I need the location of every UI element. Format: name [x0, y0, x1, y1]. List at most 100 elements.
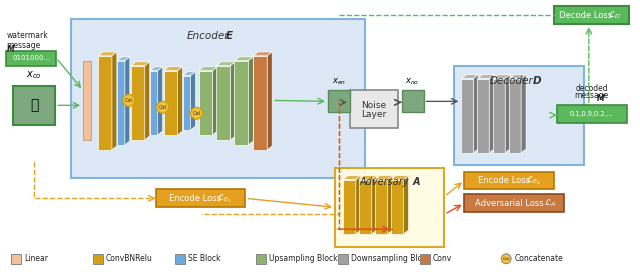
Circle shape — [501, 254, 511, 264]
Bar — [198, 71, 212, 135]
Text: 0101000...: 0101000... — [12, 55, 51, 61]
Polygon shape — [253, 52, 272, 56]
Polygon shape — [98, 52, 117, 56]
Text: decoded: decoded — [575, 84, 608, 93]
Polygon shape — [216, 62, 236, 66]
Bar — [234, 61, 248, 145]
Polygon shape — [164, 67, 182, 71]
Bar — [150, 71, 157, 135]
Bar — [117, 61, 125, 145]
Polygon shape — [145, 62, 150, 140]
Bar — [131, 66, 145, 140]
Polygon shape — [461, 75, 478, 79]
Polygon shape — [157, 67, 163, 135]
Polygon shape — [489, 75, 494, 153]
Text: $\mathcal{L}_{E_1}$: $\mathcal{L}_{E_1}$ — [217, 192, 232, 205]
Bar — [509, 79, 521, 153]
Polygon shape — [234, 57, 253, 61]
Text: watermark
message: watermark message — [6, 31, 48, 50]
Text: Downsampling Block: Downsampling Block — [351, 254, 431, 263]
Text: $x_{en}$: $x_{en}$ — [332, 76, 346, 87]
Bar — [375, 179, 388, 234]
Text: Noise: Noise — [361, 101, 387, 110]
Bar — [182, 76, 191, 130]
Polygon shape — [356, 176, 361, 234]
Text: Cat: Cat — [159, 105, 167, 110]
Text: Cat: Cat — [125, 98, 133, 103]
Text: 0.1,0.9,0.2,...: 0.1,0.9,0.2,... — [570, 111, 614, 117]
Text: Encoder: Encoder — [187, 31, 229, 41]
Polygon shape — [125, 57, 130, 145]
Bar — [216, 66, 230, 140]
Polygon shape — [178, 67, 182, 135]
Text: Conv: Conv — [433, 254, 452, 263]
Text: $\mathcal{L}_D$: $\mathcal{L}_D$ — [608, 10, 621, 21]
Polygon shape — [230, 62, 236, 140]
Circle shape — [191, 107, 202, 119]
Text: $\mathcal{L}_{E_2}$: $\mathcal{L}_{E_2}$ — [525, 174, 540, 187]
Bar — [98, 56, 112, 150]
Text: Concatenate: Concatenate — [514, 254, 563, 263]
Text: message: message — [575, 91, 609, 100]
Bar — [175, 254, 184, 264]
Bar — [93, 254, 103, 264]
Text: $x_{co}$: $x_{co}$ — [26, 69, 42, 81]
Polygon shape — [359, 176, 377, 179]
Bar — [12, 254, 21, 264]
Text: Upsampling Block: Upsampling Block — [269, 254, 338, 263]
Text: Decode Loss: Decode Loss — [559, 11, 615, 20]
Polygon shape — [477, 75, 494, 79]
Polygon shape — [182, 72, 196, 76]
Polygon shape — [493, 75, 510, 79]
Polygon shape — [343, 176, 361, 179]
Bar — [557, 105, 627, 123]
Bar — [350, 90, 397, 128]
Bar — [461, 79, 474, 153]
Text: Linear: Linear — [24, 254, 48, 263]
Polygon shape — [390, 176, 408, 179]
Polygon shape — [212, 67, 218, 135]
Polygon shape — [198, 67, 218, 71]
Bar — [13, 85, 55, 125]
Bar — [253, 56, 268, 150]
Bar — [156, 189, 245, 207]
Bar — [493, 79, 505, 153]
Polygon shape — [474, 75, 478, 153]
Text: Cat: Cat — [502, 257, 510, 261]
Circle shape — [157, 101, 169, 113]
Polygon shape — [521, 75, 526, 153]
Text: E: E — [226, 31, 233, 41]
Text: $x_{no}$: $x_{no}$ — [406, 76, 420, 87]
Text: Adversarial Loss: Adversarial Loss — [474, 199, 546, 208]
Polygon shape — [388, 176, 393, 234]
Text: Adversary: Adversary — [360, 177, 410, 187]
Text: A: A — [413, 177, 420, 187]
Bar — [256, 254, 266, 264]
Text: Layer: Layer — [361, 110, 387, 119]
Polygon shape — [375, 176, 393, 179]
Polygon shape — [117, 57, 130, 61]
Bar — [71, 19, 365, 178]
Polygon shape — [248, 57, 253, 145]
Bar — [338, 254, 348, 264]
Polygon shape — [268, 52, 272, 150]
Text: Encode Loss: Encode Loss — [169, 194, 224, 203]
Bar — [359, 179, 372, 234]
Polygon shape — [191, 72, 196, 130]
Bar — [83, 61, 91, 140]
Text: M: M — [6, 45, 14, 54]
Bar — [477, 79, 489, 153]
Bar — [465, 195, 564, 212]
Polygon shape — [112, 52, 117, 150]
Text: Decoder: Decoder — [490, 76, 533, 86]
Polygon shape — [150, 67, 163, 71]
Polygon shape — [505, 75, 510, 153]
Text: M': M' — [596, 94, 607, 103]
Text: $\mathcal{L}_A$: $\mathcal{L}_A$ — [544, 198, 556, 209]
Text: 🌴: 🌴 — [30, 98, 38, 112]
Bar — [6, 51, 56, 66]
Bar — [465, 172, 554, 189]
Text: ConvBNRelu: ConvBNRelu — [106, 254, 153, 263]
Bar — [390, 179, 404, 234]
Text: D: D — [533, 76, 541, 86]
